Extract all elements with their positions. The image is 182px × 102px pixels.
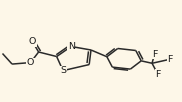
Text: F: F [167,55,173,64]
Text: N: N [68,42,75,51]
Text: F: F [152,49,157,59]
Text: O: O [27,58,34,67]
Text: F: F [155,70,161,79]
Text: S: S [60,66,66,75]
Text: O: O [29,37,36,46]
